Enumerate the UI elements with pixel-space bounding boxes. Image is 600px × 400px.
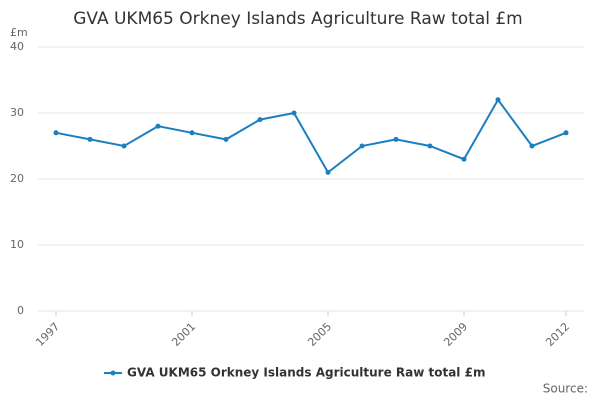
series-line xyxy=(55,97,567,174)
point xyxy=(563,130,569,136)
x-tick-label: 2012 xyxy=(543,320,572,349)
point xyxy=(87,136,93,142)
point xyxy=(121,143,127,149)
point xyxy=(291,110,297,116)
point xyxy=(325,169,331,175)
x-tick-label: 2005 xyxy=(305,320,334,349)
y-tick-label: 10 xyxy=(10,238,24,251)
legend-label: GVA UKM65 Orkney Islands Agriculture Raw… xyxy=(127,366,485,380)
x-tick-label: 2009 xyxy=(441,320,470,349)
y-axis-label: £m xyxy=(10,26,28,39)
y-tick-label: 0 xyxy=(17,304,24,317)
y-tick-label: 30 xyxy=(10,106,24,119)
legend-marker xyxy=(110,370,116,376)
point xyxy=(359,143,365,149)
point xyxy=(393,136,399,142)
y-tick-label: 20 xyxy=(10,172,24,185)
point xyxy=(155,123,161,129)
x-tick-label: 2001 xyxy=(169,320,198,349)
x-tick-label: 1997 xyxy=(33,320,62,349)
point xyxy=(223,136,229,142)
source: Source: xyxy=(543,382,588,396)
point xyxy=(495,97,501,103)
point xyxy=(529,143,535,149)
point xyxy=(461,156,467,162)
point xyxy=(189,130,195,136)
chart-title: GVA UKM65 Orkney Islands Agriculture Raw… xyxy=(73,9,523,29)
point xyxy=(427,143,433,149)
point xyxy=(53,130,59,136)
y-tick-label: 40 xyxy=(10,40,24,53)
point xyxy=(257,117,263,123)
